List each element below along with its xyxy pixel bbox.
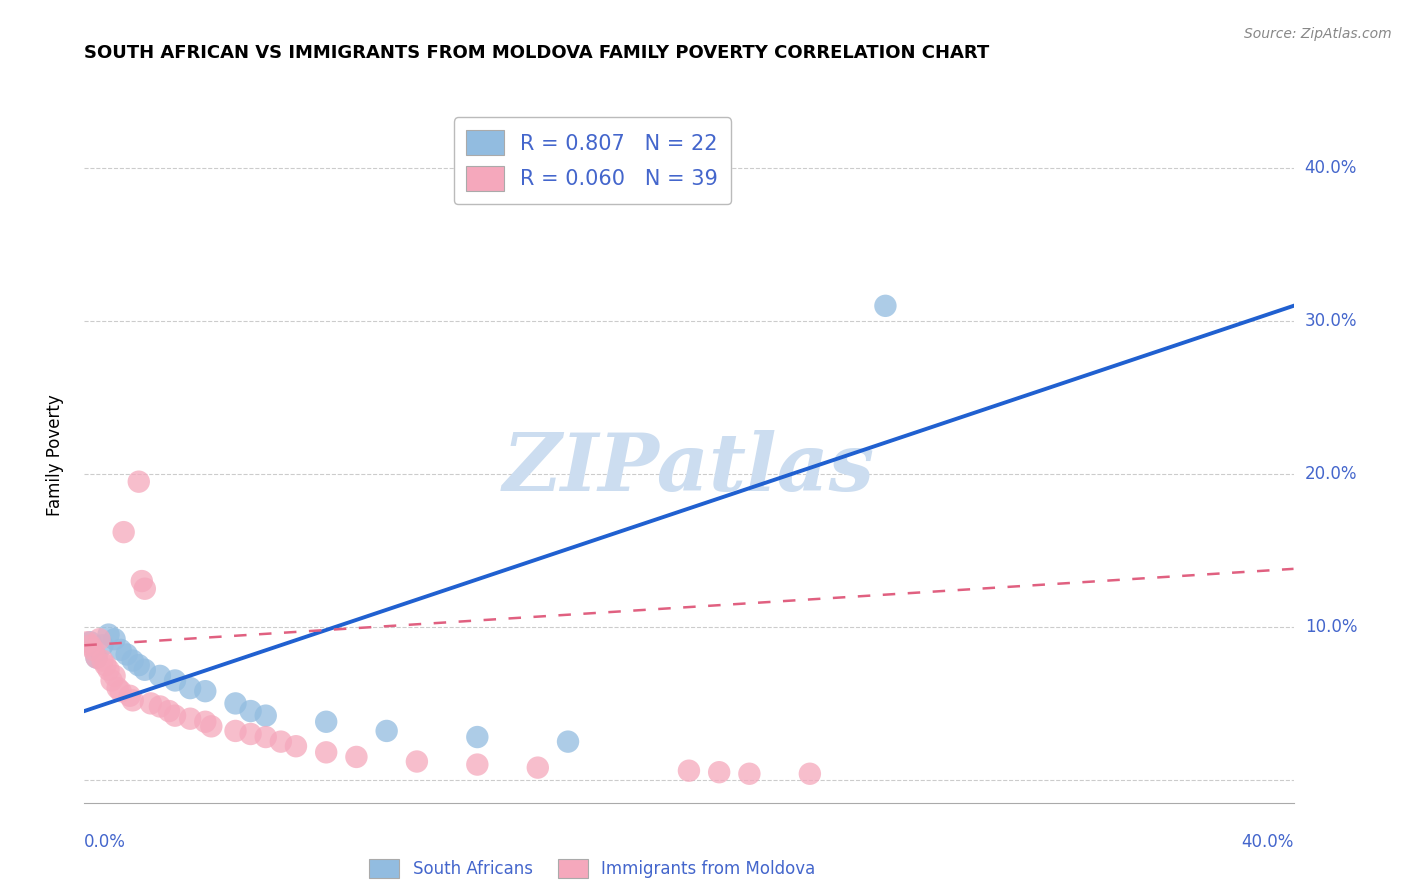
Point bbox=[107, 681, 129, 695]
Point bbox=[128, 658, 150, 673]
Text: 0.0%: 0.0% bbox=[84, 833, 127, 851]
Point bbox=[91, 638, 114, 652]
Point bbox=[225, 723, 247, 738]
Point bbox=[225, 697, 247, 711]
Point bbox=[239, 704, 262, 718]
Point bbox=[179, 681, 201, 695]
Point bbox=[254, 730, 277, 744]
Point bbox=[91, 654, 114, 668]
Point bbox=[100, 673, 122, 688]
Point bbox=[678, 764, 700, 778]
Point bbox=[799, 766, 821, 780]
Text: Source: ZipAtlas.com: Source: ZipAtlas.com bbox=[1244, 27, 1392, 41]
Point bbox=[254, 708, 277, 723]
Point bbox=[284, 739, 308, 754]
Point bbox=[97, 627, 120, 641]
Point bbox=[557, 734, 579, 748]
Point bbox=[86, 650, 108, 665]
Y-axis label: Family Poverty: Family Poverty bbox=[45, 394, 63, 516]
Point bbox=[121, 654, 143, 668]
Point bbox=[139, 697, 162, 711]
Point bbox=[134, 582, 156, 596]
Point bbox=[128, 475, 150, 489]
Point bbox=[115, 648, 138, 662]
Text: 10.0%: 10.0% bbox=[1305, 618, 1357, 636]
Point bbox=[121, 693, 143, 707]
Point bbox=[110, 643, 132, 657]
Legend: South Africans, Immigrants from Moldova: South Africans, Immigrants from Moldova bbox=[363, 853, 823, 885]
Point bbox=[709, 765, 731, 780]
Point bbox=[467, 730, 489, 744]
Point bbox=[104, 669, 127, 683]
Point bbox=[118, 689, 141, 703]
Point bbox=[76, 635, 98, 649]
Point bbox=[239, 727, 262, 741]
Point bbox=[112, 525, 135, 540]
Text: SOUTH AFRICAN VS IMMIGRANTS FROM MOLDOVA FAMILY POVERTY CORRELATION CHART: SOUTH AFRICAN VS IMMIGRANTS FROM MOLDOVA… bbox=[84, 45, 990, 62]
Point bbox=[194, 684, 217, 698]
Point bbox=[131, 574, 153, 588]
Text: 30.0%: 30.0% bbox=[1305, 312, 1357, 330]
Text: 20.0%: 20.0% bbox=[1305, 465, 1357, 483]
Point bbox=[104, 632, 127, 647]
Text: 40.0%: 40.0% bbox=[1305, 159, 1357, 178]
Point bbox=[94, 658, 117, 673]
Point bbox=[875, 299, 897, 313]
Text: ZIPatlas: ZIPatlas bbox=[503, 430, 875, 508]
Point bbox=[179, 712, 201, 726]
Point bbox=[110, 684, 132, 698]
Point bbox=[149, 669, 172, 683]
Point bbox=[315, 745, 337, 759]
Point bbox=[79, 638, 101, 652]
Point bbox=[200, 719, 222, 733]
Point bbox=[97, 663, 120, 677]
Point bbox=[79, 635, 101, 649]
Point bbox=[157, 704, 180, 718]
Point bbox=[346, 750, 368, 764]
Point bbox=[738, 766, 761, 780]
Point bbox=[194, 714, 217, 729]
Point bbox=[375, 723, 398, 738]
Point bbox=[270, 734, 292, 748]
Point bbox=[163, 708, 186, 723]
Point bbox=[134, 663, 156, 677]
Point bbox=[86, 650, 108, 665]
Point bbox=[89, 632, 111, 647]
Point bbox=[315, 714, 337, 729]
Point bbox=[163, 673, 186, 688]
Text: 40.0%: 40.0% bbox=[1241, 833, 1294, 851]
Point bbox=[406, 755, 429, 769]
Point bbox=[82, 643, 104, 657]
Point bbox=[526, 761, 548, 775]
Point bbox=[149, 699, 172, 714]
Point bbox=[467, 757, 489, 772]
